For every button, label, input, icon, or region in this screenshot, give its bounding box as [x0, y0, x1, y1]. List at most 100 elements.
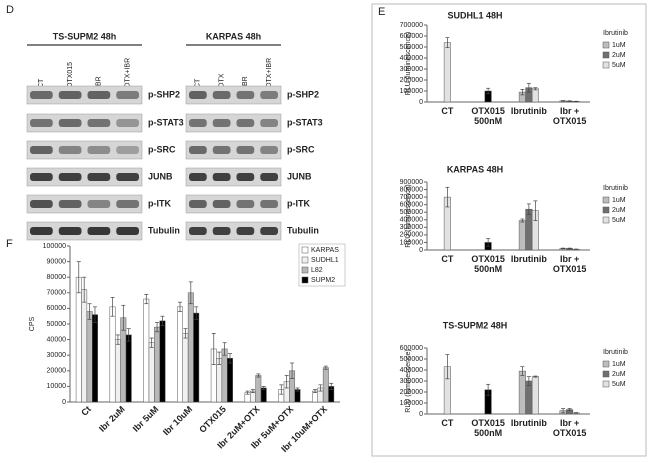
legend-swatch — [301, 256, 309, 264]
error-bar — [194, 306, 199, 320]
x-tick-label: CT — [441, 254, 453, 264]
blot-band — [30, 146, 53, 154]
x-tick-line: Ibr + — [560, 418, 579, 428]
blot-band — [116, 119, 139, 127]
bar — [260, 387, 267, 403]
error-bar — [115, 334, 120, 345]
error-bar — [574, 412, 579, 414]
y-tick-label: 200000 — [400, 77, 423, 84]
x-tick-line: OTX015 — [471, 106, 505, 116]
y-tick-label: 600000 — [400, 345, 423, 352]
y-tick-label: 400000 — [400, 55, 423, 62]
error-bar — [155, 322, 160, 333]
blot-title: KARPAS 48h — [206, 31, 261, 41]
y-tick-label: 90000 — [47, 258, 67, 265]
error-bar — [92, 306, 97, 323]
blot-strip — [185, 85, 282, 105]
error-bar — [486, 238, 491, 247]
y-tick-label: 0 — [419, 247, 423, 254]
y-tick-label: 800000 — [400, 186, 423, 193]
lane-label: CT — [38, 78, 45, 88]
x-tick-label: CT — [441, 418, 453, 428]
blot-row-label: JUNB — [148, 171, 173, 181]
error-bar — [245, 390, 250, 395]
error-bar — [279, 384, 284, 395]
y-tick-label: 0 — [419, 99, 423, 106]
error-bar — [533, 87, 538, 91]
blot-band — [116, 227, 139, 235]
y-tick-label: 700000 — [400, 194, 423, 201]
blot-band — [189, 91, 207, 99]
blot-band — [236, 146, 255, 154]
blot-band — [212, 146, 231, 154]
legend-label: 2uM — [612, 207, 626, 214]
blot-row-label: p-SHP2 — [287, 89, 319, 99]
x-tick-label: Ibr + OTX015 — [553, 106, 587, 126]
bar — [81, 289, 88, 403]
error-bar — [290, 362, 295, 379]
y-tick-label: 300000 — [400, 378, 423, 385]
legend-label: 2uM — [612, 52, 626, 59]
x-tick-label: Ibrutinib — [511, 418, 547, 428]
blot-band — [116, 146, 139, 154]
x-tick-label: OTX015 500nM — [471, 106, 505, 126]
blot-row-label: p-STAT3 — [148, 117, 184, 127]
error-bar — [144, 294, 149, 305]
y-tick-label: 80000 — [47, 274, 67, 281]
y-tick-label: 0 — [419, 411, 423, 418]
legend-swatch — [602, 206, 610, 214]
error-bar — [318, 384, 323, 392]
legend-swatch — [602, 216, 610, 224]
blot-band — [189, 227, 207, 235]
legend-label: 1uM — [612, 361, 626, 368]
bar — [125, 334, 132, 403]
blot-band — [87, 173, 111, 181]
blot-band — [30, 119, 53, 127]
panel-label: F — [6, 238, 13, 250]
y-tick-label: 700000 — [400, 22, 423, 29]
blot-row-label: p-ITK — [287, 198, 310, 208]
error-bar — [82, 276, 87, 303]
error-bar — [520, 218, 525, 223]
blot-band — [30, 91, 53, 99]
legend-label: SUDHL1 — [311, 257, 339, 264]
error-bar — [329, 382, 334, 390]
blot-band — [236, 173, 255, 181]
y-tick-label: 50000 — [47, 321, 67, 328]
panel-label: D — [6, 4, 14, 16]
blot-band — [58, 200, 82, 208]
legend-swatch — [301, 266, 309, 274]
blot-band — [212, 227, 231, 235]
legend-swatch — [301, 246, 309, 254]
blot-row-label: p-SHP2 — [148, 89, 180, 99]
y-tick-label: 400000 — [400, 217, 423, 224]
y-tick-label: 500000 — [400, 209, 423, 216]
blot-band — [212, 91, 231, 99]
x-tick-line: Ibrutinib — [511, 254, 547, 264]
error-bar — [445, 37, 450, 48]
legend-label: 5uM — [612, 62, 626, 69]
y-tick-label: 100000 — [400, 239, 423, 246]
bar — [221, 348, 228, 403]
error-bar — [445, 186, 450, 208]
x-tick-line: CT — [441, 418, 453, 428]
bar — [86, 311, 93, 403]
blot-row-label: JUNB — [287, 171, 312, 181]
legend-label: 1uM — [612, 42, 626, 49]
y-tick-label: 600000 — [400, 202, 423, 209]
error-bar — [526, 82, 531, 93]
blot-band — [236, 91, 255, 99]
bar — [531, 88, 539, 103]
blot-strip — [26, 113, 143, 133]
y-tick-label: 100000 — [400, 88, 423, 95]
blot-band — [236, 200, 255, 208]
chart-title: TS-SUPM2 48H — [443, 320, 508, 330]
error-bar — [188, 281, 193, 305]
blot-row-label: p-SRC — [287, 144, 315, 154]
error-bar — [561, 247, 566, 250]
x-tick-label: OTX015 500nM — [471, 254, 505, 274]
x-tick-line: 500nM — [474, 116, 502, 126]
blot-band — [189, 119, 207, 127]
panel-e-frame — [371, 3, 647, 457]
y-tick-label: 0 — [62, 399, 66, 406]
